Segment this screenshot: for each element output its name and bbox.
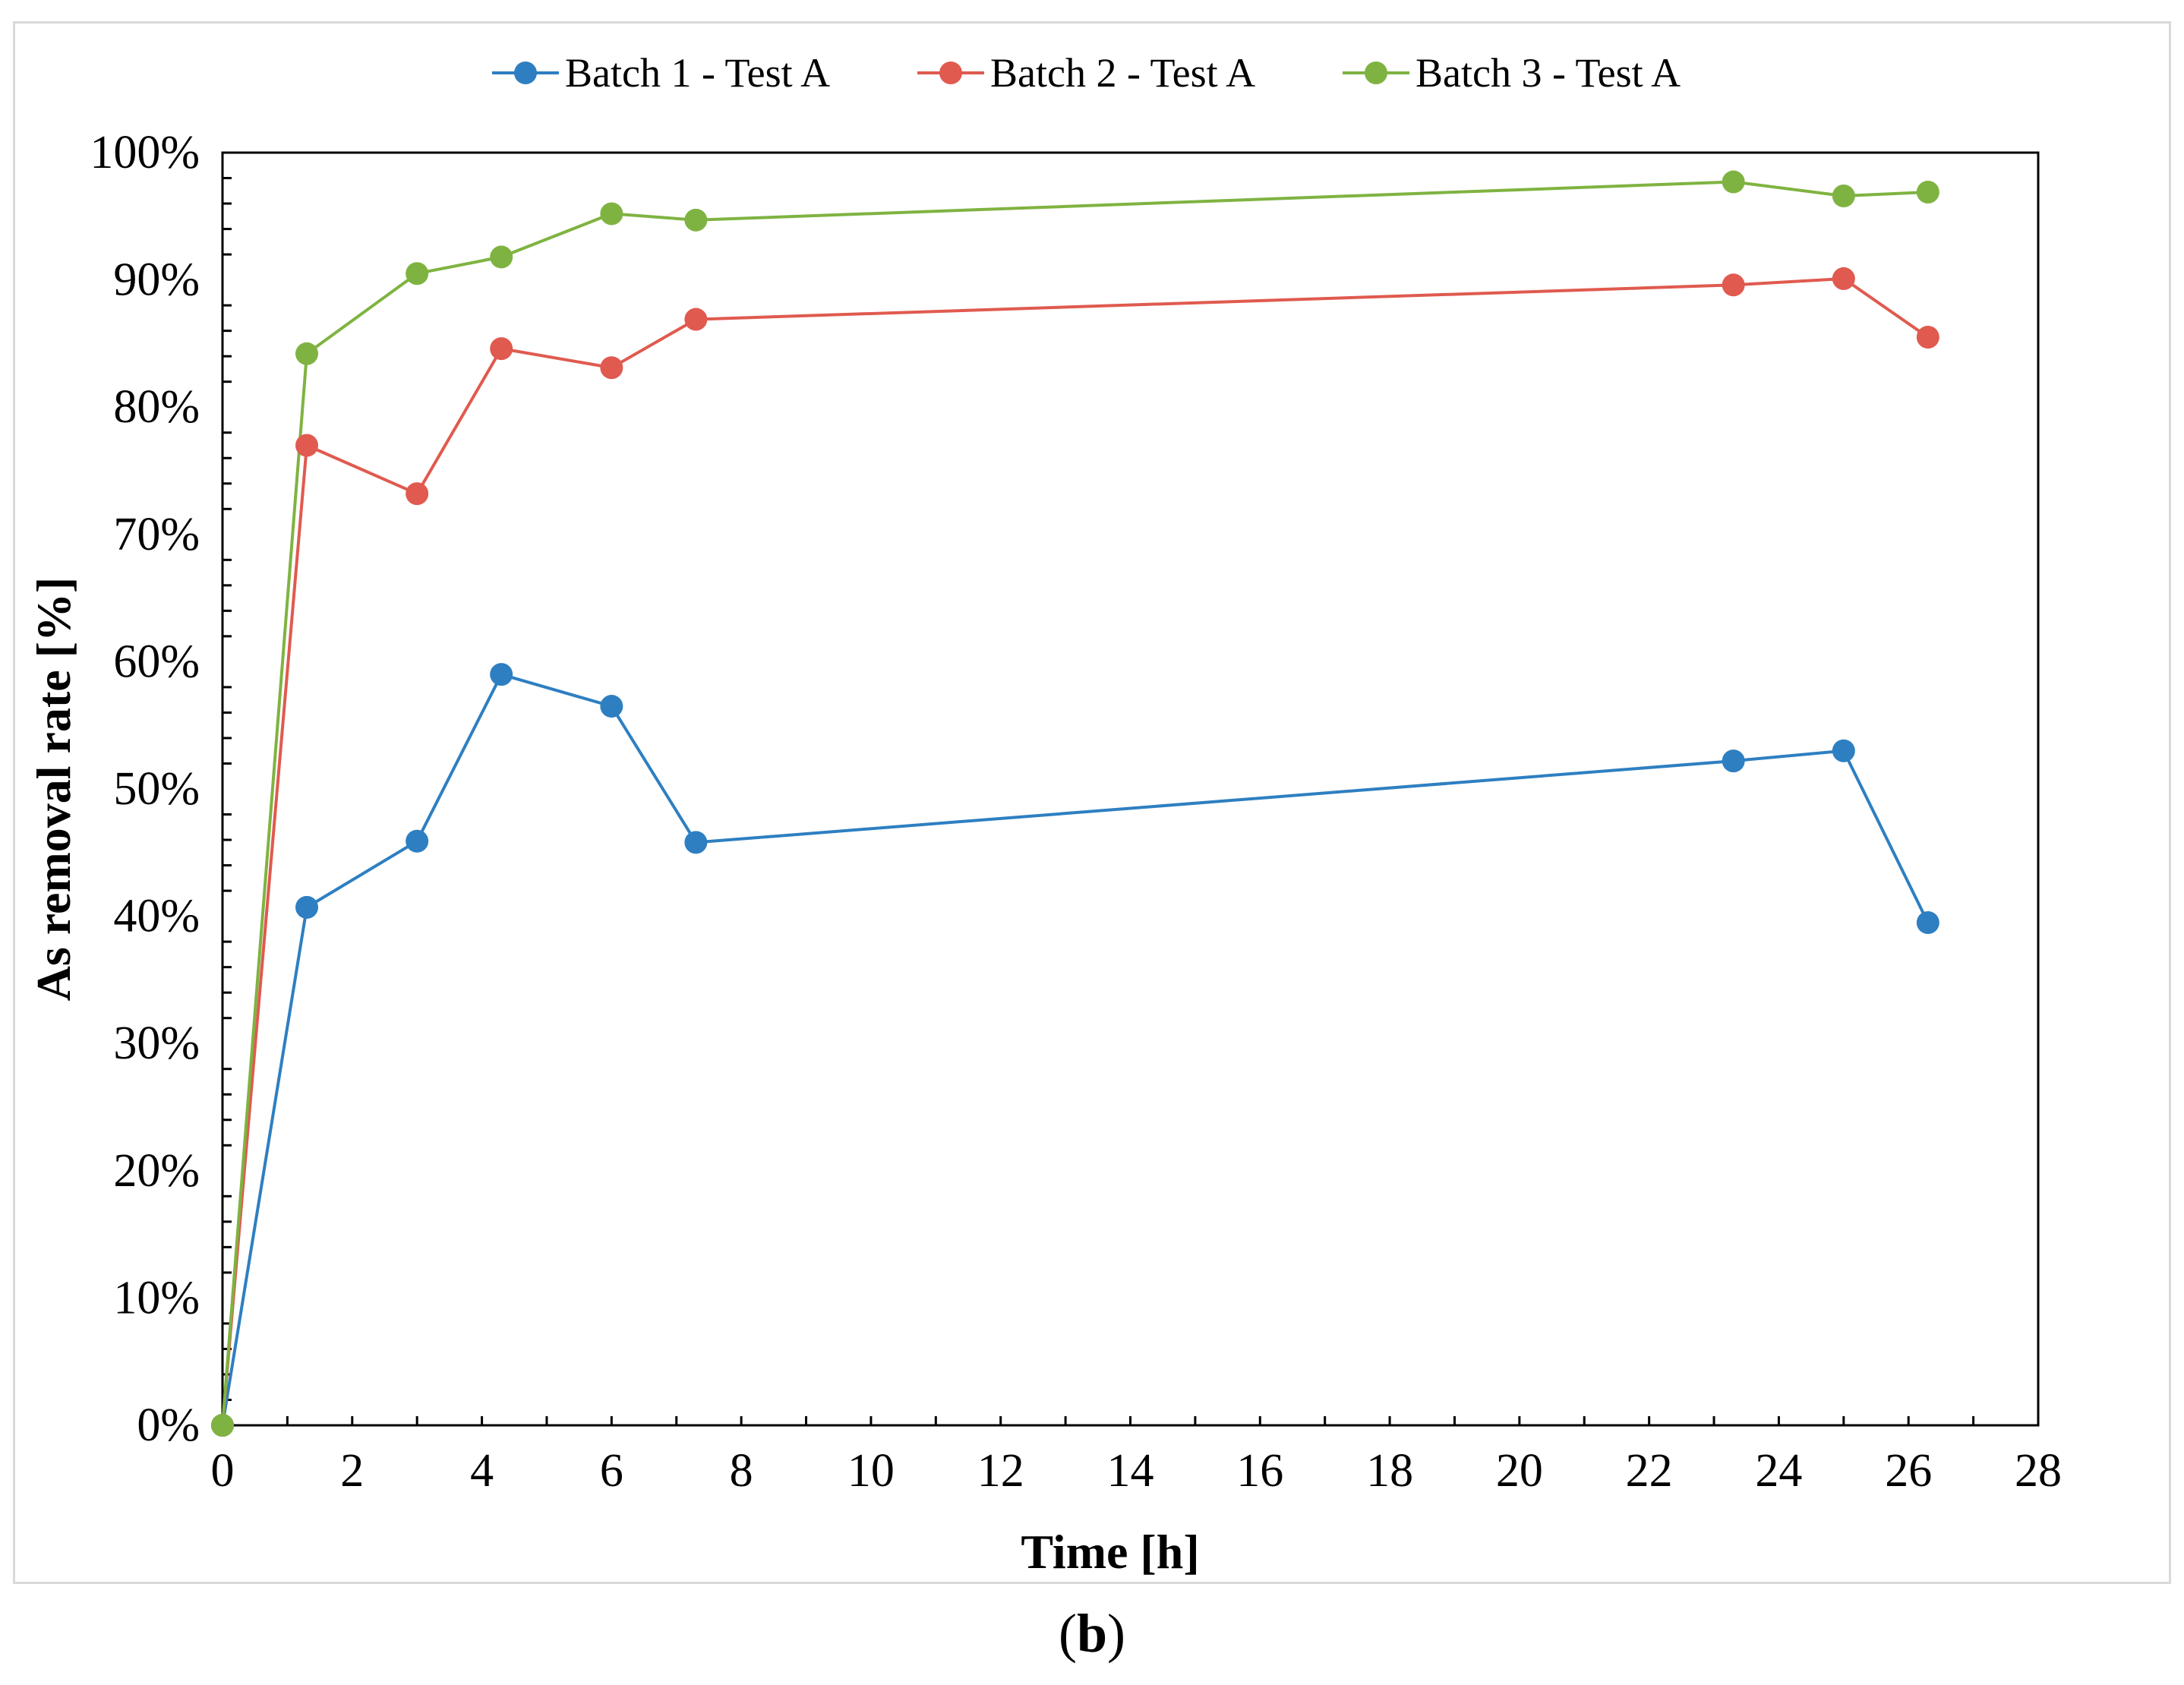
x-tick-label: 24 (1755, 1445, 1802, 1497)
data-point-series-2 (1722, 273, 1745, 297)
y-tick-label: 20% (113, 1145, 200, 1197)
data-point-series-2 (1832, 267, 1855, 290)
series-line-1 (221, 673, 1930, 1426)
x-tick-label: 16 (1236, 1445, 1283, 1497)
y-tick-label: 100% (90, 127, 200, 178)
y-tick-labels: 0% 10% 20% 30% 40% 50% 60% 70% 80% 90% 100% (90, 127, 200, 1451)
y-tick-label: 70% (113, 509, 200, 560)
y-minor-ticks (223, 177, 232, 1401)
data-point-series-3 (1832, 184, 1855, 207)
x-axis-title: Time [h] (1021, 1525, 1199, 1579)
data-point-series-2 (295, 434, 319, 457)
y-axis-title: As removal rate [%] (27, 577, 80, 1002)
x-tick-label: 26 (1885, 1445, 1932, 1497)
data-point-series-1 (406, 829, 429, 853)
y-tick-label: 50% (113, 763, 200, 815)
data-point-series-1 (684, 831, 708, 854)
data-point-series-1 (1722, 749, 1745, 773)
x-tick-label: 28 (2015, 1445, 2062, 1497)
y-tick-label: 10% (113, 1272, 200, 1324)
x-minor-ticks (221, 1416, 2040, 1425)
data-point-series-3 (295, 342, 319, 365)
series-points (211, 170, 1939, 1437)
data-point-series-2 (490, 337, 513, 361)
series-line-3 (221, 180, 1928, 1426)
data-point-series-2 (684, 308, 708, 331)
data-point-series-1 (1916, 910, 1939, 934)
series-line-2 (221, 276, 1929, 1426)
legend-label: Batch 3 - Test A (1415, 50, 1681, 96)
y-tick-label: 40% (113, 891, 200, 942)
legend-label: Batch 1 - Test A (565, 50, 830, 96)
y-tick-label: 80% (113, 381, 200, 433)
x-tick-label: 18 (1366, 1445, 1413, 1497)
y-tick-label: 0% (137, 1399, 200, 1451)
x-tick-label: 12 (977, 1445, 1024, 1497)
legend: Batch 1 - Test A Batch 2 - Test A Batch 3 … (492, 50, 1681, 96)
legend-label: Batch 2 - Test A (990, 50, 1255, 96)
x-tick-label: 4 (470, 1445, 494, 1497)
data-point-series-3 (684, 208, 708, 232)
x-tick-label: 0 (211, 1445, 235, 1497)
x-tick-label: 22 (1626, 1445, 1673, 1497)
y-tick-label: 30% (113, 1018, 200, 1069)
caption-letter: b (1076, 1603, 1108, 1664)
series-lines (221, 180, 1930, 1426)
y-tick-label: 90% (113, 254, 200, 306)
data-point-series-3 (1722, 170, 1745, 194)
data-point-series-2 (600, 356, 623, 380)
data-point-series-1 (295, 895, 319, 919)
legend-marker (939, 62, 962, 84)
caption-open: ( (1058, 1603, 1077, 1664)
data-point-series-1 (600, 695, 623, 718)
legend-marker (514, 62, 537, 84)
data-point-series-3 (600, 202, 623, 226)
data-point-series-1 (490, 663, 513, 686)
x-tick-label: 10 (847, 1445, 895, 1497)
data-point-series-3 (406, 262, 429, 286)
x-tick-label: 14 (1107, 1445, 1154, 1497)
data-point-series-3 (211, 1414, 234, 1437)
legend-marker (1365, 62, 1387, 84)
x-tick-label: 8 (730, 1445, 753, 1497)
x-tick-label: 6 (600, 1445, 623, 1497)
x-tick-label: 20 (1496, 1445, 1543, 1497)
x-tick-labels: 0 2 4 6 8 10 12 14 16 18 20 22 24 26 28 (211, 1445, 2062, 1497)
data-point-series-1 (1832, 739, 1855, 762)
data-point-series-2 (406, 482, 429, 506)
data-point-series-3 (490, 245, 513, 269)
caption-close: ) (1107, 1603, 1125, 1664)
data-point-series-2 (1916, 326, 1939, 349)
y-tick-label: 60% (113, 636, 200, 687)
data-point-series-3 (1916, 180, 1939, 204)
x-tick-label: 2 (340, 1445, 364, 1497)
panel-caption: (b) (0, 1602, 2184, 1665)
